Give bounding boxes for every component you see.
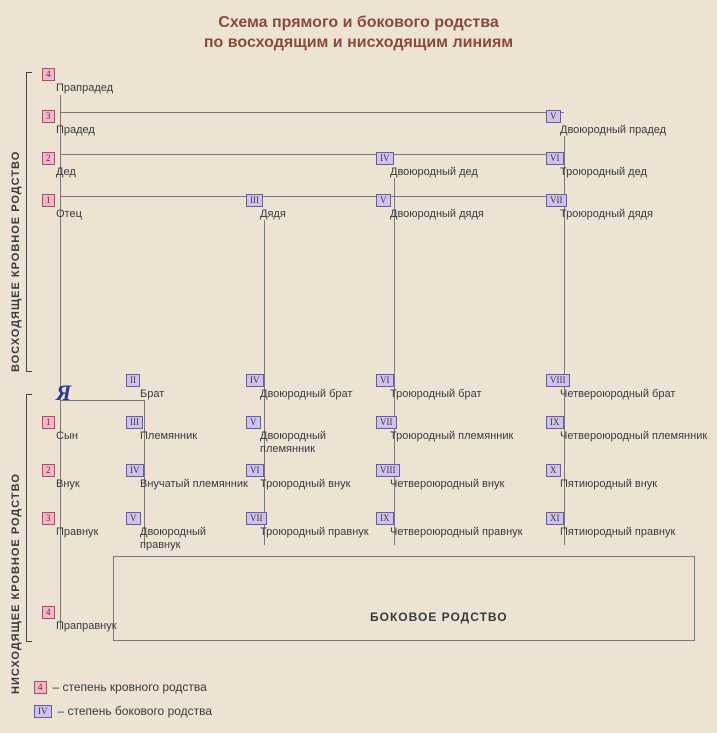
node-dv_praded: Двоюродный прадед <box>560 124 666 137</box>
ego-node: Я <box>56 380 71 406</box>
legend-blood: 4 – степень кровного родства <box>34 680 207 694</box>
node-ded: Дед <box>56 166 76 179</box>
hline-3 <box>60 400 144 401</box>
badge-tr_brat: VI <box>376 374 394 387</box>
badge-tr_plem: VII <box>376 416 397 429</box>
vlabel-descending: НИСХОДЯЩЕЕ КРОВНОЕ РОДСТВО <box>10 394 22 694</box>
bracket-ascending <box>26 72 32 372</box>
badge-praprad: 4 <box>42 68 55 81</box>
legend-text-blood: – степень кровного родства <box>53 680 207 694</box>
badge-vn_plem: IV <box>126 464 144 477</box>
node-ch_plem: Четвероюродный племянник <box>560 430 707 443</box>
badge-dv_brat: IV <box>246 374 264 387</box>
node-syn: Сын <box>56 430 78 443</box>
diagram-canvas: Схема прямого и бокового родства по восхо… <box>0 0 717 733</box>
node-dyadya: Дядя <box>260 208 286 221</box>
badge-pt_pravnuk: XI <box>546 512 564 525</box>
vline-2 <box>264 220 265 545</box>
node-otets: Отец <box>56 208 82 221</box>
node-praprad: Прапрадед <box>56 82 113 95</box>
badge-vnuk: 2 <box>42 464 55 477</box>
vline-1 <box>144 400 145 545</box>
badge-ded: 2 <box>42 152 55 165</box>
badge-tr_dyadya: VII <box>546 194 567 207</box>
badge-praded: 3 <box>42 110 55 123</box>
node-pt_vnuk: Пятиюродный внук <box>560 478 657 491</box>
badge-brat: II <box>126 374 140 387</box>
node-tr_pravnuk: Троюродный правнук <box>260 526 369 539</box>
title-line2: по восходящим и нисходящим линиям <box>0 34 717 52</box>
node-vnuk: Внук <box>56 478 80 491</box>
badge-ch_vnuk: VIII <box>376 464 400 477</box>
node-tr_ded: Троюродный дед <box>560 166 647 179</box>
side-relation-box <box>113 556 695 641</box>
legend-badge-collateral: IV <box>34 705 52 718</box>
node-vn_plem: Внучатый племянник <box>140 478 248 491</box>
badge-syn: 1 <box>42 416 55 429</box>
node-tr_brat: Троюродный брат <box>390 388 482 401</box>
legend-text-collateral: – степень бокового родства <box>58 704 213 718</box>
hline-0 <box>60 112 564 113</box>
badge-tr_vnuk: VI <box>246 464 264 477</box>
badge-plem: III <box>126 416 143 429</box>
title-line1: Схема прямого и бокового родства <box>0 14 717 32</box>
badge-ch_plem: IX <box>546 416 564 429</box>
vlabel-ascending: ВОСХОДЯЩЕЕ КРОВНОЕ РОДСТВО <box>10 72 22 372</box>
node-pt_pravnuk: Пятиюродный правнук <box>560 526 675 539</box>
node-dv_dyadya: Двоюродный дядя <box>390 208 484 221</box>
node-ch_brat: Четвероюродный брат <box>560 388 675 401</box>
side-relation-label: БОКОВОЕ РОДСТВО <box>370 610 508 624</box>
badge-tr_pravnuk: VII <box>246 512 267 525</box>
node-dv_ded: Двоюродный дед <box>390 166 478 179</box>
node-praded: Прадед <box>56 124 95 137</box>
bracket-descending <box>26 394 32 642</box>
legend-collateral: IV – степень бокового родства <box>34 704 212 718</box>
node-tr_dyadya: Троюродный дядя <box>560 208 653 221</box>
badge-tr_ded: VI <box>546 152 564 165</box>
node-tr_vnuk: Троюродный внук <box>260 478 350 491</box>
node-dv_pravnuk: Двоюродный правнук <box>140 526 230 551</box>
hline-5 <box>264 196 564 197</box>
badge-ch_pravnuk: IX <box>376 512 394 525</box>
badge-ch_brat: VIII <box>546 374 570 387</box>
node-dv_brat: Двоюродный брат <box>260 388 352 401</box>
badge-pt_vnuk: X <box>546 464 561 477</box>
badge-dv_praded: V <box>546 110 561 123</box>
hline-4 <box>394 154 564 155</box>
node-ch_pravnuk: Четвероюродный правнук <box>390 526 522 539</box>
hline-1 <box>60 154 394 155</box>
badge-prapravnuk: 4 <box>42 606 55 619</box>
hline-2 <box>60 196 264 197</box>
badge-dv_pravnuk: V <box>126 512 141 525</box>
node-plem: Племянник <box>140 430 197 443</box>
badge-dv_plem: V <box>246 416 261 429</box>
legend-badge-blood: 4 <box>34 681 47 694</box>
node-brat: Брат <box>140 388 164 401</box>
node-pravnuk: Правнук <box>56 526 98 539</box>
node-ch_vnuk: Четвероюродный внук <box>390 478 504 491</box>
badge-dyadya: III <box>246 194 263 207</box>
badge-dv_dyadya: V <box>376 194 391 207</box>
badge-otets: 1 <box>42 194 55 207</box>
node-dv_plem: Двоюродный племянник <box>260 430 350 455</box>
node-tr_plem: Троюродный племянник <box>390 430 513 443</box>
badge-pravnuk: 3 <box>42 512 55 525</box>
badge-dv_ded: IV <box>376 152 394 165</box>
node-prapravnuk: Праправнук <box>56 620 117 633</box>
